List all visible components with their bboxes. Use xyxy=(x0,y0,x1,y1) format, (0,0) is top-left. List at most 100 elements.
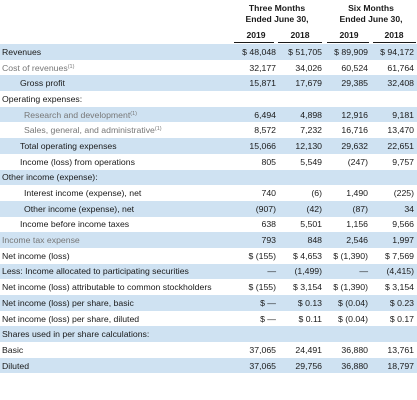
row-label: Research and development(1) xyxy=(0,106,234,123)
row-value-text: 6,494 xyxy=(254,109,276,120)
table-row: Income before income taxes 638 5,501 1,156 9… xyxy=(0,217,417,233)
row-value-text xyxy=(322,172,325,182)
row-value-text: 16,716 xyxy=(341,125,368,136)
row-value: $ 89,909 xyxy=(325,44,371,60)
row-value: (42) xyxy=(279,200,325,217)
row-label-text: Net income (loss) per share, diluted xyxy=(2,313,140,324)
row-value: 32,177 xyxy=(234,60,279,76)
table-row: Research and development(1) 6,494 4,898 12,… xyxy=(0,106,417,123)
row-value-text: (247) xyxy=(347,156,368,167)
row-value xyxy=(325,326,371,343)
row-value: 5,501 xyxy=(279,217,325,233)
row-value-text: 22,651 xyxy=(387,140,414,151)
row-value: $ 4,653 xyxy=(279,248,325,264)
row-label: Net income (loss) xyxy=(0,248,234,264)
table-row: Diluted 37,065 29,756 36,880 18,797 xyxy=(0,357,417,374)
row-label-text: Revenues xyxy=(2,46,42,57)
row-label: Interest income (expense), net xyxy=(0,185,234,201)
row-value: 793 xyxy=(234,232,279,248)
table-row: Net income (loss) $ (155) $ 4,653 $ (1,390)… xyxy=(0,248,417,264)
row-value-text: 740 xyxy=(261,188,277,199)
row-label-text: Sales, general, and administrative xyxy=(24,125,155,136)
row-value: $ — xyxy=(234,311,279,327)
row-label-text: Other income (expense): xyxy=(2,172,98,183)
row-value: $ (1,390) xyxy=(325,279,371,295)
six-months-header: Six Months Ended June 30, xyxy=(325,3,417,25)
row-value-text: $ — xyxy=(260,297,276,308)
row-value-text: (225) xyxy=(393,188,414,199)
row-value-text: 13,470 xyxy=(387,125,414,136)
row-label-text: Net income (loss) xyxy=(2,250,70,261)
row-value: 9,566 xyxy=(371,217,417,233)
row-label-text: Basic xyxy=(2,344,24,355)
row-value: (6) xyxy=(279,185,325,201)
row-value-text: 37,065 xyxy=(249,360,276,371)
three-months-title: Three Months xyxy=(248,3,306,13)
row-value: (87) xyxy=(325,200,371,217)
row-value xyxy=(234,91,279,107)
row-label-text: Less: Income allocated to participating … xyxy=(2,266,189,277)
row-value-text: 29,756 xyxy=(295,360,322,371)
row-value-text: 29,385 xyxy=(341,78,368,89)
table-row: Net income (loss) per share, basic $ — $ 0… xyxy=(0,295,417,311)
row-value: (247) xyxy=(325,154,371,170)
row-value-text: (907) xyxy=(255,203,276,214)
row-value-text: $ 94,172 xyxy=(380,46,414,57)
year-col-2: 2018 xyxy=(290,30,310,40)
row-value: 36,880 xyxy=(325,342,371,358)
row-value-text: $ — xyxy=(260,313,276,324)
row-value-text xyxy=(368,94,371,104)
table-row: Total operating expenses 15,066 12,130 29,6… xyxy=(0,138,417,154)
row-label: Cost of revenues(1) xyxy=(0,60,234,76)
row-value: 16,716 xyxy=(325,122,371,138)
row-value-text: $ 0.11 xyxy=(298,313,322,324)
row-value: (907) xyxy=(234,200,279,217)
row-value-text: $ 7,569 xyxy=(385,250,414,261)
three-months-header: Three Months Ended June 30, xyxy=(232,3,322,25)
footnote-marker: (1) xyxy=(130,110,137,117)
row-value xyxy=(279,326,325,343)
row-value-text: — xyxy=(267,266,276,277)
row-value-text: (87) xyxy=(352,203,368,214)
row-value: 805 xyxy=(234,154,279,170)
row-value: 740 xyxy=(234,185,279,201)
row-value: 29,385 xyxy=(325,75,371,92)
row-value: $ 3,154 xyxy=(371,279,417,295)
row-value-text: $ 3,154 xyxy=(385,282,414,293)
row-label: Gross profit xyxy=(0,75,234,92)
row-value-text: $ 0.13 xyxy=(297,297,322,308)
row-value xyxy=(234,326,279,343)
row-label: Basic xyxy=(0,342,234,358)
row-label: Less: Income allocated to participating … xyxy=(0,263,234,280)
row-value-text: (6) xyxy=(311,188,322,199)
row-value-text xyxy=(276,172,279,182)
row-value-text: $ (155) xyxy=(248,282,276,293)
row-label-text: Income before income taxes xyxy=(20,219,130,230)
row-value: $ 94,172 xyxy=(371,44,417,60)
row-value: 5,549 xyxy=(279,154,325,170)
row-label: Shares used in per share calculations: xyxy=(0,326,234,343)
row-label: Diluted xyxy=(0,357,234,374)
table-row: Revenues $ 48,048 $ 51,705 $ 89,909 $ 94,172 xyxy=(0,44,417,60)
row-value-text xyxy=(276,329,279,339)
row-value-text xyxy=(368,172,371,182)
row-value: $ (1,390) xyxy=(325,248,371,264)
row-value xyxy=(279,169,325,186)
row-value: (225) xyxy=(371,185,417,201)
row-value: 37,065 xyxy=(234,357,279,374)
row-value-text: $ 0.23 xyxy=(389,297,414,308)
row-value-text: 29,632 xyxy=(341,140,368,151)
row-value xyxy=(371,326,417,343)
row-value-text: 848 xyxy=(307,235,323,246)
row-label-text: Income (loss) from operations xyxy=(20,156,135,167)
row-value-text: $ (1,390) xyxy=(333,282,368,293)
row-value-text: (42) xyxy=(306,203,322,214)
row-value: $ 0.23 xyxy=(371,295,417,311)
row-value-text: 24,491 xyxy=(295,344,322,355)
row-value-text: 61,764 xyxy=(387,62,414,73)
three-months-subtitle: Ended June 30, xyxy=(245,14,309,24)
year-col-1: 2019 xyxy=(246,30,266,40)
row-value-text: 1,997 xyxy=(392,235,414,246)
row-value-text: 37,065 xyxy=(249,344,276,355)
row-value: 37,065 xyxy=(234,342,279,358)
